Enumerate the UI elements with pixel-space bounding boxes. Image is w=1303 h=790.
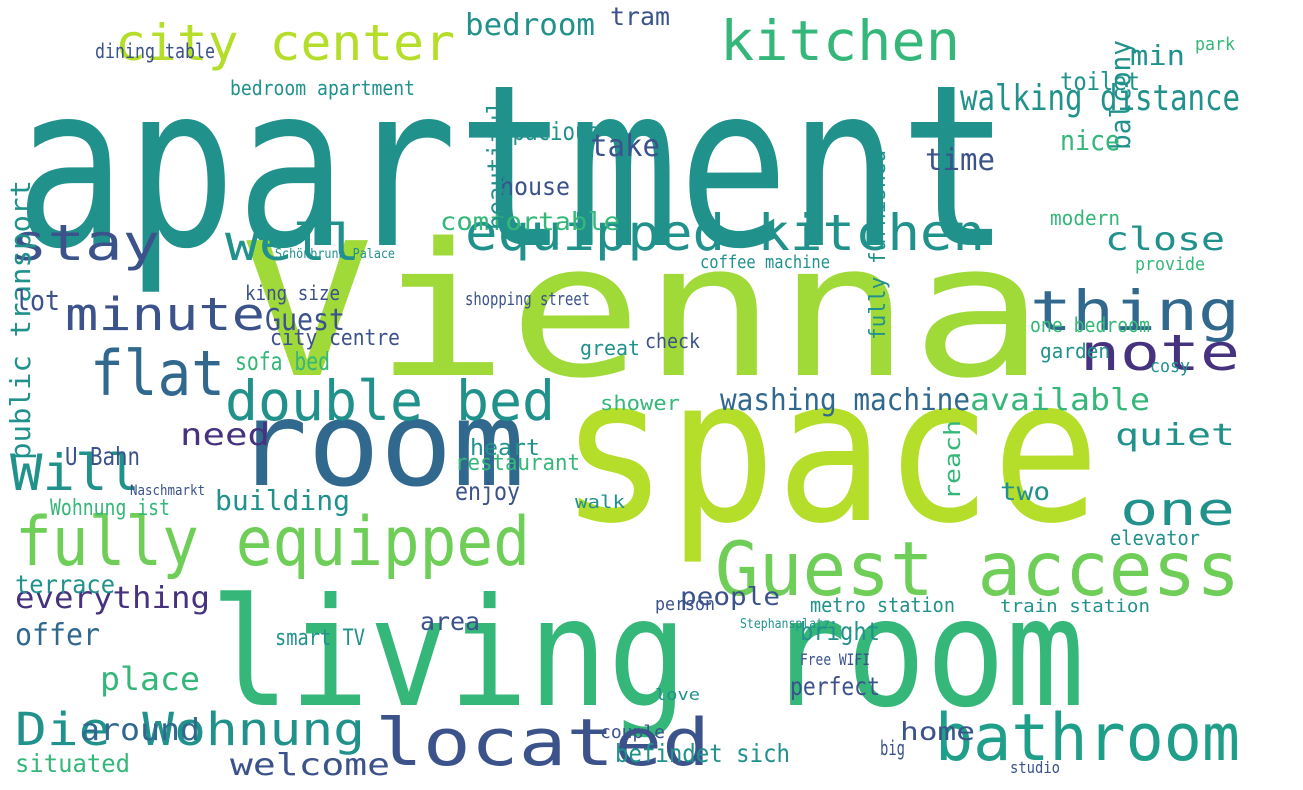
word: fully furnished — [866, 150, 891, 340]
word: located — [375, 706, 710, 781]
word: coffee machine — [700, 252, 830, 273]
word: tram — [610, 2, 670, 31]
word: reach — [941, 420, 966, 500]
word: U Bahn — [65, 442, 140, 471]
word: one — [1120, 483, 1235, 536]
word: apartment — [15, 37, 1010, 299]
word: flat — [90, 337, 225, 410]
word: bedroom — [465, 8, 595, 43]
word: Vienna — [240, 203, 1045, 419]
word: king size — [245, 281, 340, 305]
word: min — [1130, 39, 1185, 72]
word: enjoy — [455, 477, 520, 506]
word: thing — [1030, 279, 1240, 343]
word: person — [655, 594, 715, 615]
word: city centre — [270, 326, 400, 351]
word: quiet — [1115, 418, 1235, 453]
word: fully equipped — [15, 503, 530, 582]
word: Will — [10, 444, 140, 502]
word: living room — [210, 567, 1085, 741]
word: walking distance — [960, 78, 1240, 119]
word: around — [80, 713, 200, 748]
word: everything — [15, 581, 210, 616]
word: nice — [1060, 124, 1120, 157]
word: Stephansplatz — [740, 617, 830, 632]
word: balcony — [1104, 40, 1137, 150]
word: Naschmarkt — [130, 483, 205, 499]
word: smart TV — [275, 626, 365, 651]
word: love — [655, 685, 700, 704]
word: bathroom — [935, 701, 1240, 776]
word: stay — [10, 214, 160, 272]
word: cosy — [1150, 356, 1190, 377]
word: bedroom apartment — [230, 76, 415, 100]
word: people — [680, 582, 780, 611]
word: toilet — [1060, 67, 1140, 96]
word: available — [970, 383, 1150, 418]
word: double bed — [225, 369, 555, 433]
word: home — [900, 717, 975, 746]
word: one bedroom — [1030, 313, 1150, 337]
word: restaurant — [455, 451, 580, 476]
word: note — [1080, 324, 1240, 382]
word: take — [590, 129, 660, 164]
word: area — [420, 607, 480, 636]
word: perfect — [790, 672, 880, 701]
word: elevator — [1110, 526, 1200, 550]
word: provide — [1135, 254, 1205, 275]
word: space — [560, 335, 1100, 568]
word: place — [100, 660, 200, 698]
word: Schönbrunn Palace — [275, 247, 395, 262]
word: washing machine — [720, 383, 970, 418]
word: Free WIFI — [800, 650, 870, 669]
word: big — [880, 736, 905, 760]
word: befindet sich — [615, 739, 790, 768]
word: heart — [470, 436, 540, 461]
word: building — [215, 484, 350, 517]
word: terrace — [15, 570, 115, 599]
word: metro station — [810, 593, 955, 617]
word: two — [1000, 477, 1050, 506]
word: room — [235, 375, 525, 513]
word: close — [1105, 220, 1225, 258]
word: park — [1195, 34, 1235, 55]
word: offer — [15, 618, 100, 653]
word: couple — [600, 722, 665, 743]
word: public transport — [4, 180, 37, 460]
word: house — [500, 172, 570, 201]
word: need — [180, 418, 270, 453]
word: check — [645, 329, 700, 353]
word: dining table — [95, 39, 215, 63]
word: shower — [600, 391, 680, 415]
word: city center — [115, 14, 455, 72]
word: spacious — [500, 117, 600, 146]
word: walk — [575, 492, 625, 513]
word: sofa bed — [235, 347, 330, 376]
word: great — [580, 336, 640, 360]
word: kitchen — [720, 9, 960, 73]
word: comfortable — [440, 207, 620, 236]
word: shopping street — [465, 289, 590, 310]
word: garden — [1040, 339, 1110, 363]
word: lot — [15, 284, 60, 317]
word: train station — [1000, 596, 1150, 617]
word: Guest access — [715, 525, 1240, 613]
word: modern — [1050, 206, 1120, 230]
word: Guest — [265, 303, 345, 338]
word: studio — [1010, 758, 1060, 777]
word: welcome — [230, 748, 390, 783]
word: situated — [15, 749, 130, 778]
word: time — [925, 143, 995, 178]
word: beautiful — [482, 100, 511, 230]
word: minute — [65, 288, 265, 341]
word: Die Wohnung — [15, 703, 365, 756]
word: bright — [800, 617, 880, 646]
word: well — [225, 214, 360, 272]
word: Wohnung ist — [50, 496, 170, 521]
word: equipped kitchen — [465, 204, 985, 262]
